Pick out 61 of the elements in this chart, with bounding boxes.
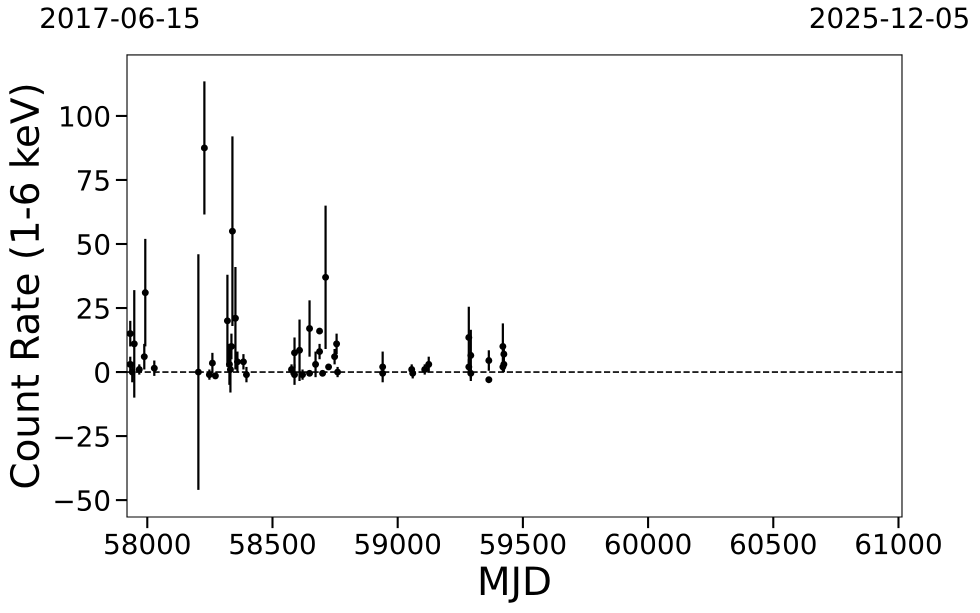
point — [465, 363, 472, 370]
point — [465, 334, 472, 341]
point — [212, 372, 219, 380]
point — [127, 360, 134, 368]
point — [316, 348, 324, 356]
point — [485, 376, 492, 384]
point — [291, 349, 298, 356]
point — [306, 370, 314, 377]
point — [499, 342, 506, 350]
point — [194, 368, 202, 376]
text: 2017-06-15 — [41, 7, 198, 28]
y-tick-label: −25 — [55, 426, 109, 448]
point — [127, 330, 134, 338]
y-tick-label: 50 — [78, 234, 110, 255]
point — [240, 358, 247, 366]
point — [228, 228, 236, 235]
x-tick-label: 59000 — [356, 533, 440, 554]
point — [208, 360, 216, 367]
point — [142, 289, 149, 296]
point — [325, 363, 332, 370]
point — [306, 325, 314, 332]
x-tick-label: 60500 — [731, 533, 816, 554]
point — [226, 366, 234, 373]
point — [291, 371, 298, 378]
y-tick-label: 0 — [95, 362, 110, 383]
point — [425, 360, 432, 368]
point — [136, 366, 143, 373]
y-axis-title: Count Rate (1-6 keV) — [9, 86, 44, 488]
point — [319, 370, 326, 377]
point — [200, 144, 208, 152]
point — [140, 353, 148, 360]
point — [206, 371, 213, 378]
point — [421, 366, 428, 373]
point — [150, 364, 158, 372]
point — [331, 353, 338, 360]
text: 2025-12-05 — [810, 7, 968, 28]
point — [333, 340, 340, 348]
point — [467, 352, 474, 359]
y-tick-label: 25 — [78, 298, 109, 319]
y-tick-label: 100 — [61, 106, 110, 127]
x-tick-label: 61000 — [856, 533, 941, 554]
x-axis-title: MJD — [480, 566, 550, 603]
point — [224, 317, 231, 324]
point — [128, 368, 136, 376]
point — [234, 358, 241, 366]
point — [379, 363, 386, 370]
point — [130, 340, 138, 348]
point — [242, 371, 250, 378]
point — [296, 346, 304, 354]
point — [485, 357, 492, 364]
point — [500, 350, 508, 358]
point — [312, 360, 320, 368]
point — [322, 274, 330, 281]
y-tick-label: 75 — [78, 170, 109, 191]
point — [379, 370, 386, 377]
x-tick-label: 60000 — [606, 533, 690, 554]
y-tick-label: −50 — [55, 490, 110, 512]
x-tick-label: 58500 — [230, 533, 315, 554]
x-tick-label: 58000 — [105, 533, 190, 554]
point — [316, 328, 324, 335]
x-tick-label: 59500 — [480, 533, 566, 554]
